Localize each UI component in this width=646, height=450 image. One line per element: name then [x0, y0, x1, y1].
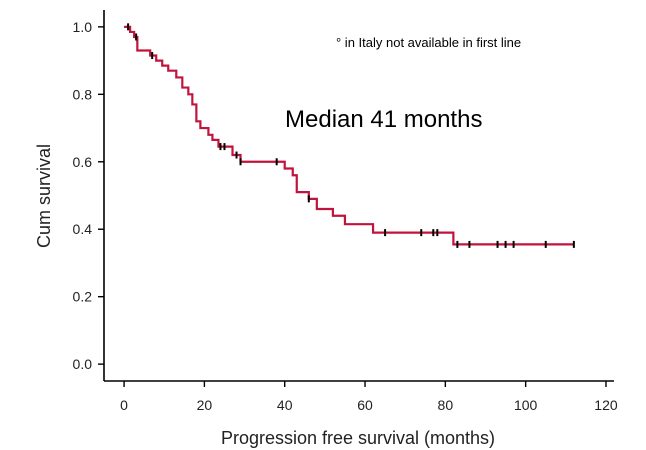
- y-tick-label: 0.2: [73, 289, 93, 305]
- x-tick-label: 100: [514, 397, 538, 413]
- x-tick-label: 0: [120, 397, 128, 413]
- censor-marks: [127, 23, 575, 248]
- survival-curve: [124, 25, 574, 246]
- y-ticks: 0.0 0.2 0.4 0.6 0.8 1.0: [73, 19, 104, 372]
- x-tick-label: 80: [438, 397, 454, 413]
- annotation-note: ° in Italy not available in first line: [336, 35, 521, 50]
- x-tick-label: 20: [197, 397, 213, 413]
- annotation-median: Median 41 months: [285, 106, 482, 133]
- y-tick-label: 0.0: [73, 356, 93, 372]
- chart-axes: [103, 10, 614, 382]
- y-tick-label: 1.0: [73, 19, 93, 35]
- x-tick-label: 60: [357, 397, 373, 413]
- y-tick-label: 0.8: [73, 86, 93, 102]
- y-tick-label: 0.4: [73, 221, 93, 237]
- x-axis-title: Progression free survival (months): [221, 428, 495, 448]
- y-tick-label: 0.6: [73, 154, 93, 170]
- y-axis-title: Cum survival: [34, 144, 54, 248]
- x-ticks: 0 20 40 60 80 100 120: [120, 381, 618, 413]
- x-tick-label: 40: [277, 397, 293, 413]
- series-layer: [124, 25, 574, 246]
- x-tick-label: 120: [594, 397, 618, 413]
